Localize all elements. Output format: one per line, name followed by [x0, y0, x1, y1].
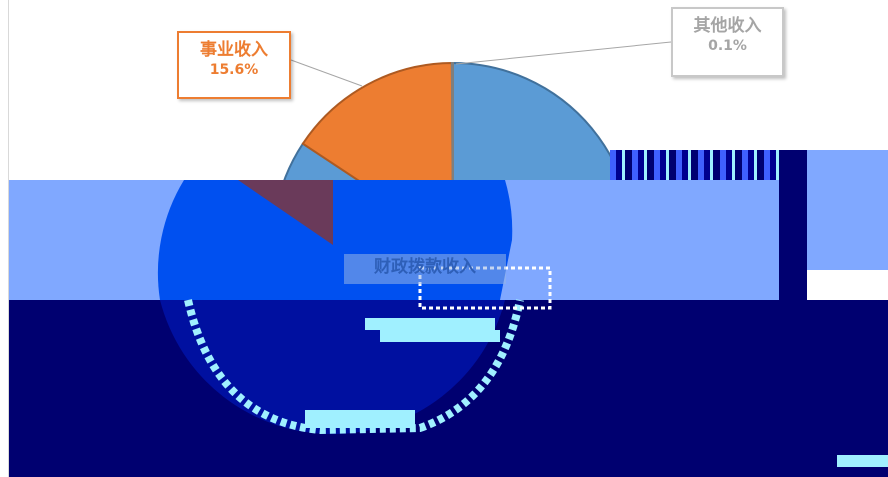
- data-label-qita-category: 其他收入: [693, 16, 762, 36]
- glitch-pie-wedge: [238, 180, 333, 245]
- glitch-ring: [184, 299, 524, 435]
- glitch-cyan-bar-2: [380, 330, 500, 342]
- data-label-shiye-category: 事业收入: [200, 40, 268, 60]
- glitch-strip-top: [610, 150, 780, 180]
- data-label-caizheng-category: 财政拨款收入: [374, 257, 476, 277]
- data-label-qita-value: 0.1%: [708, 38, 747, 54]
- data-label-shiye-value: 15.6%: [209, 62, 259, 78]
- glitch-cyan-corner: [837, 455, 888, 467]
- leader-line-shiye: [290, 59, 363, 87]
- glitch-band-light-right: [807, 150, 888, 270]
- leader-line-qita: [455, 41, 672, 65]
- glitch-bar-navy-vertical: [779, 150, 807, 300]
- data-label-qita: 其他收入 0.1%: [671, 7, 784, 77]
- glitch-cyan-bar-3: [305, 410, 415, 428]
- pie-slice-qita: [450, 61, 454, 244]
- data-label-caizheng: 财政拨款收入: [344, 254, 506, 284]
- chart-frame-edge: [0, 0, 9, 477]
- leader-lines: [290, 41, 672, 87]
- data-label-shiye: 事业收入 15.6%: [177, 31, 291, 99]
- glitch-cyan-bar-1: [365, 318, 495, 330]
